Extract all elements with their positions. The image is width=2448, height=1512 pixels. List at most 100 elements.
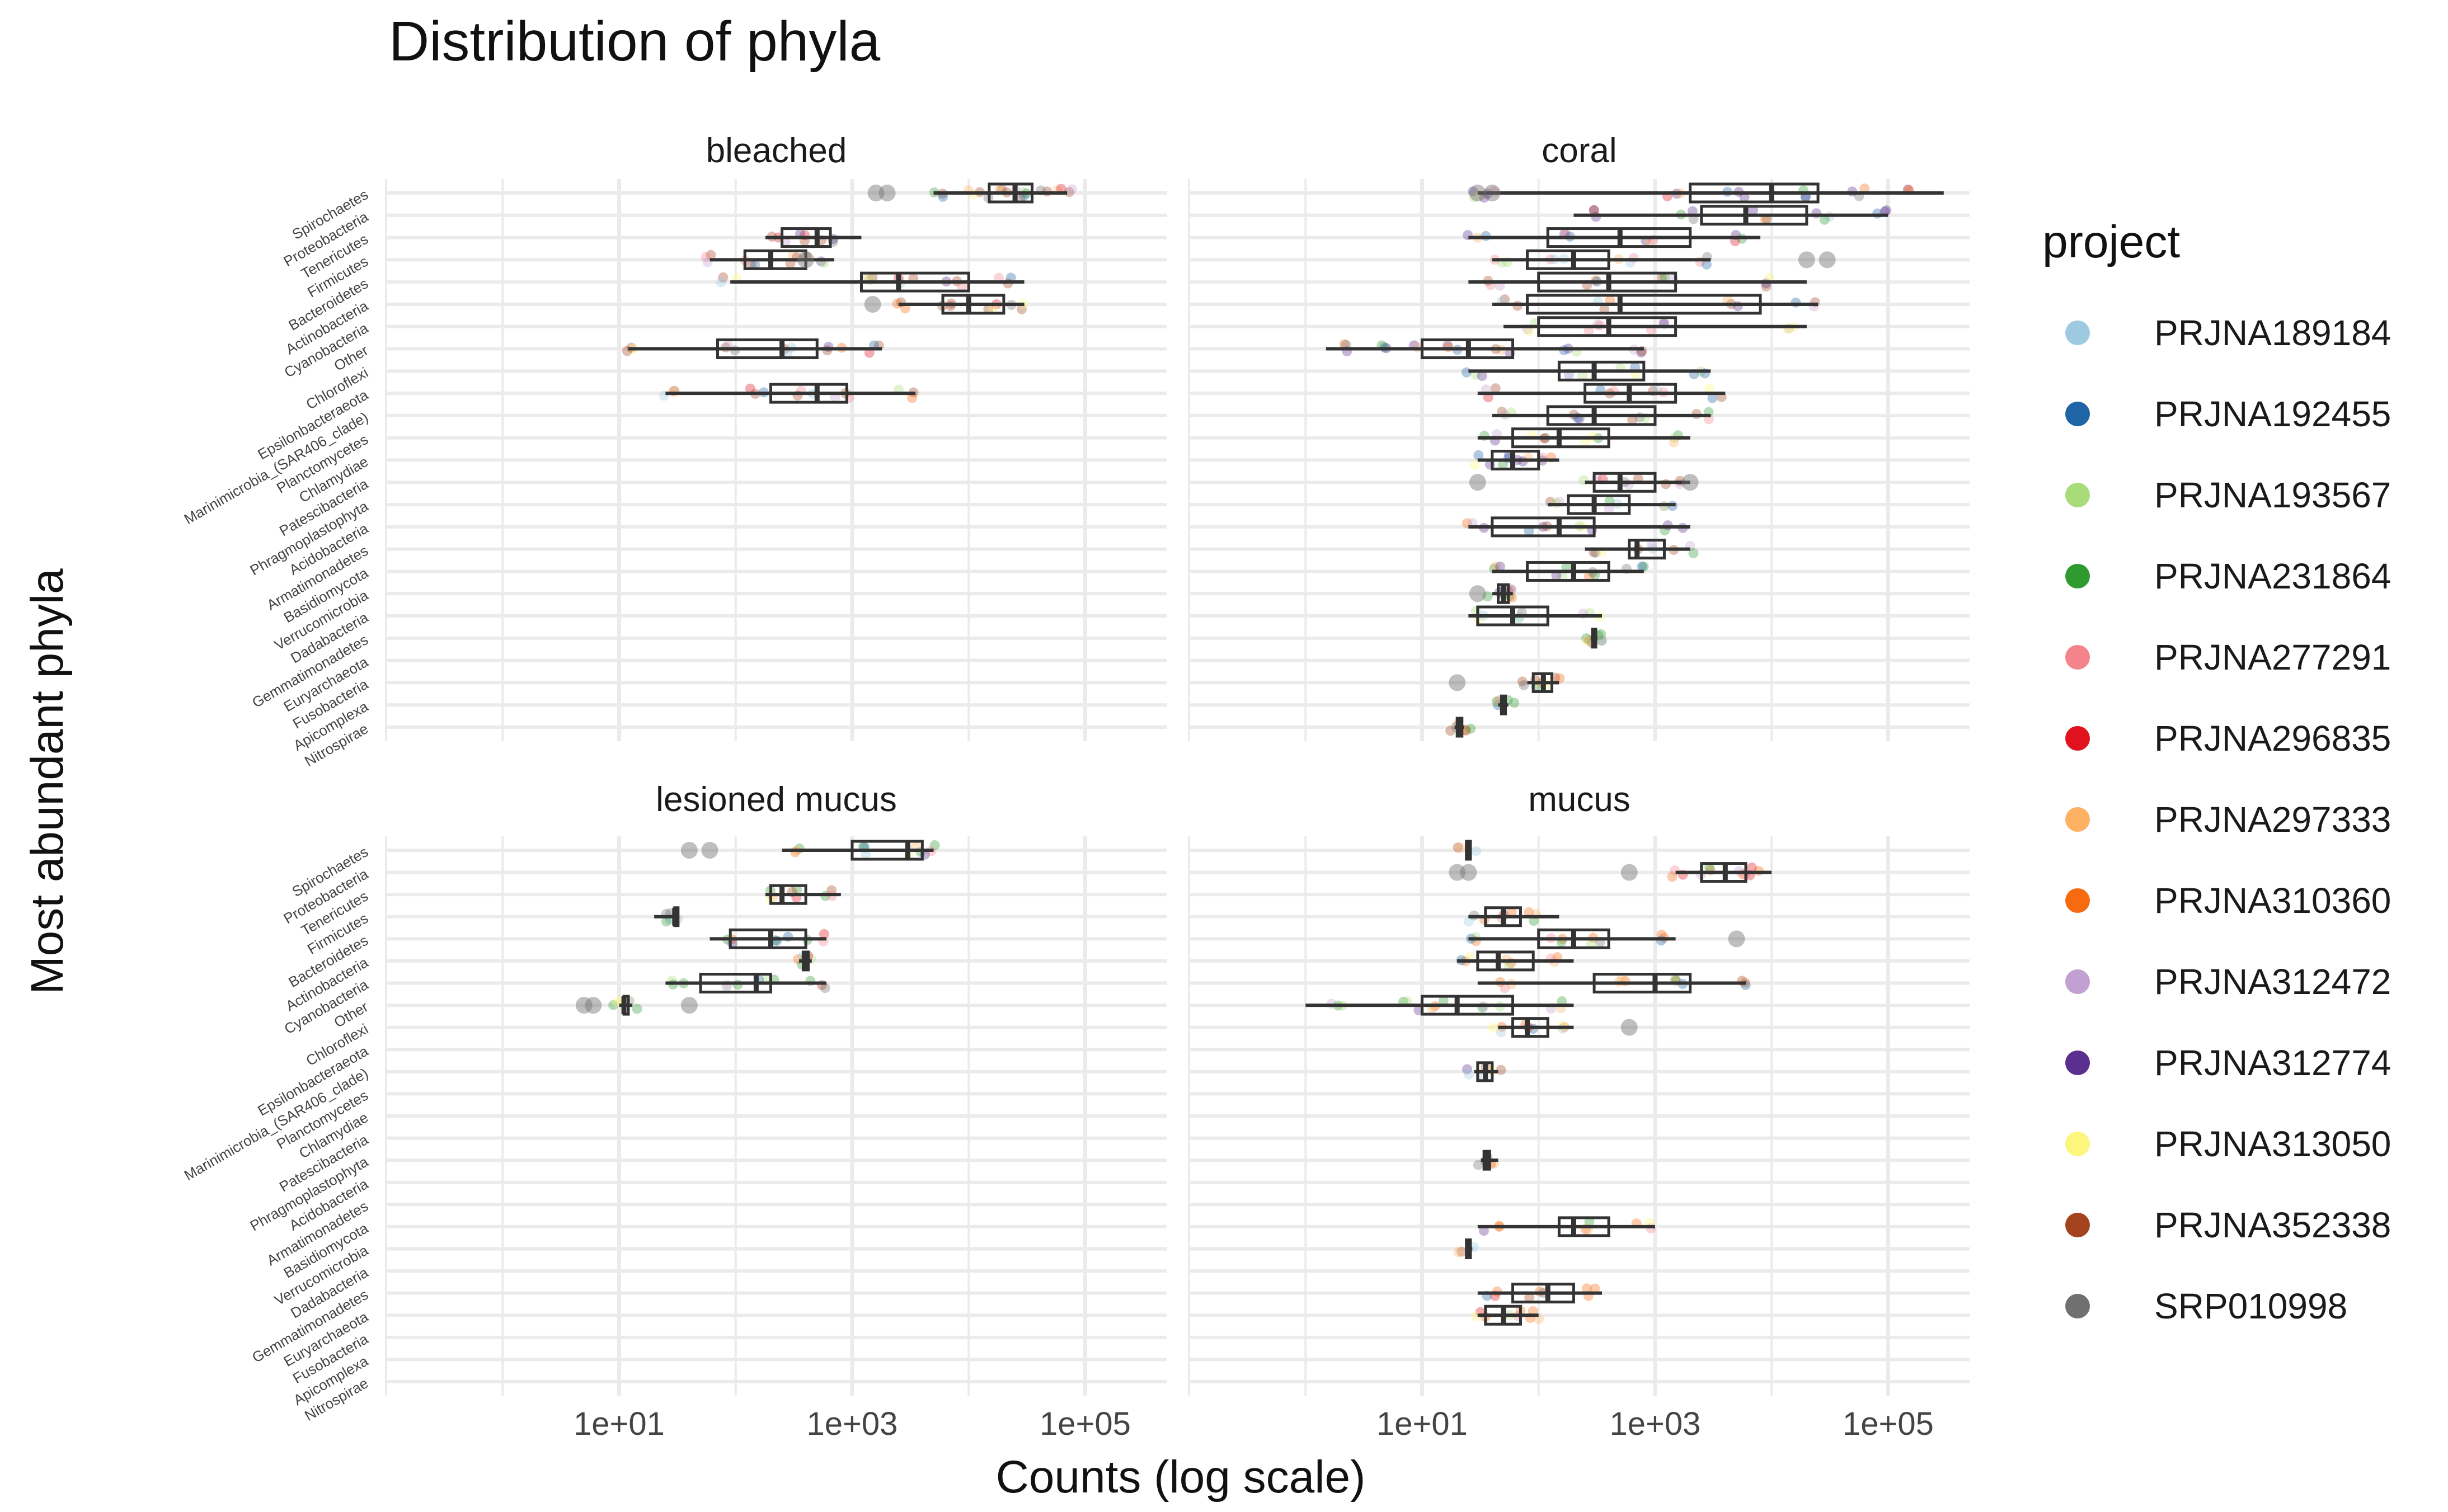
- box: [1592, 472, 1657, 493]
- data-point: [1482, 591, 1493, 602]
- box-Cyanobacteria: [1503, 316, 1807, 337]
- data-point: [1707, 393, 1718, 403]
- chart-title: Distribution of phyla: [389, 10, 881, 73]
- data-point: [1339, 339, 1350, 350]
- data-point: [983, 304, 994, 314]
- box: [1511, 1017, 1549, 1038]
- data-point: [1581, 633, 1592, 644]
- data-point: [1524, 326, 1534, 337]
- outlier-point: [797, 251, 815, 269]
- x-axis-label: Counts (log scale): [996, 1452, 1366, 1502]
- data-point: [1561, 562, 1572, 572]
- outlier-point: [575, 997, 593, 1014]
- data-point: [1596, 629, 1606, 639]
- data-point: [1473, 450, 1484, 460]
- box-Marinimicrobia_(SAR406_clade): [1462, 1061, 1506, 1082]
- data-point: [1581, 1283, 1592, 1294]
- legend-swatch: [2065, 564, 2090, 588]
- box-Bacteroidetes: [716, 271, 1025, 293]
- box: [1592, 973, 1692, 993]
- data-point: [1661, 479, 1671, 489]
- legend-title: project: [2042, 216, 2180, 267]
- panel-title: bleached: [706, 131, 847, 170]
- box-Chloroflexi: [1461, 360, 1711, 381]
- data-point: [867, 272, 878, 283]
- legend-label: PRJNA310360: [2154, 880, 2391, 921]
- data-point: [745, 383, 755, 394]
- box-Actinobacteria: [1492, 294, 1820, 315]
- box: [988, 182, 1034, 204]
- data-point: [1554, 673, 1565, 684]
- box-Armatimonadetes: [1585, 539, 1699, 560]
- legend-swatch: [2065, 483, 2090, 507]
- data-point: [1596, 635, 1607, 646]
- outlier-point: [1483, 185, 1501, 201]
- x-tick-label: 1e+01: [1376, 1406, 1468, 1442]
- data-point: [1590, 1283, 1600, 1294]
- box: [1628, 539, 1666, 560]
- data-point: [994, 272, 1004, 283]
- data-point: [1660, 272, 1670, 282]
- data-point: [819, 929, 829, 939]
- data-point: [1669, 437, 1679, 448]
- data-point: [1453, 1247, 1464, 1257]
- data-point: [1550, 498, 1561, 508]
- box-Other: [1326, 338, 1647, 360]
- legend-swatch: [2065, 1294, 2090, 1318]
- box: [1689, 182, 1820, 204]
- data-point: [1517, 676, 1528, 687]
- outlier-point: [1469, 474, 1486, 491]
- box: [729, 928, 807, 949]
- outlier-point: [864, 295, 881, 313]
- box-Spirochaetes: [1453, 840, 1482, 861]
- data-point: [1453, 842, 1463, 853]
- legend-label: PRJNA296835: [2154, 718, 2391, 759]
- data-point: [1577, 371, 1588, 381]
- box-Firmicutes: [701, 249, 834, 270]
- data-point: [1748, 205, 1759, 215]
- box: [1420, 995, 1515, 1016]
- data-point: [1791, 297, 1801, 308]
- data-point: [1582, 635, 1592, 646]
- box-Proteobacteria: [1573, 205, 1892, 226]
- data-point: [716, 277, 726, 288]
- outlier-point: [1819, 251, 1836, 269]
- facet-panels: bleachedSpirochaetesProteobacteriaTeneri…: [181, 131, 1970, 1442]
- data-point: [1589, 205, 1599, 215]
- box-Tenericutes: [765, 884, 841, 905]
- box-Bacteroidetes: [1465, 928, 1745, 949]
- data-point: [892, 298, 903, 309]
- data-point: [907, 393, 918, 403]
- box-Gemmatimonadetes: [1581, 628, 1607, 649]
- box: [769, 383, 848, 404]
- outlier-point: [867, 185, 885, 201]
- data-point: [1477, 370, 1487, 381]
- box-Fusobacteria: [1449, 672, 1565, 693]
- data-point: [1584, 571, 1594, 582]
- box-Bacteroidetes: [1468, 271, 1807, 293]
- panel-bleached: bleachedSpirochaetesProteobacteriaTeneri…: [181, 131, 1167, 770]
- box: [769, 884, 807, 905]
- box-Actinobacteria: [1456, 950, 1574, 972]
- panel-title: lesioned mucus: [656, 780, 897, 819]
- data-point: [1688, 548, 1699, 559]
- box: [1526, 294, 1762, 315]
- legend-label: PRJNA193567: [2154, 475, 2391, 515]
- box-Other: [622, 338, 884, 360]
- data-point: [1500, 983, 1510, 993]
- outlier-point: [1469, 185, 1486, 201]
- legend-label: PRJNA313050: [2154, 1124, 2391, 1164]
- data-point: [1469, 192, 1479, 202]
- x-tick-label: 1e+05: [1843, 1406, 1934, 1442]
- box: [859, 271, 970, 293]
- legend-label: PRJNA189184: [2154, 313, 2391, 353]
- data-point: [1495, 561, 1506, 572]
- box-Euryarchaeota: [1470, 1304, 1544, 1326]
- box-Basidiomycota: [1489, 560, 1649, 582]
- data-point: [1746, 862, 1757, 873]
- data-point: [1627, 414, 1638, 425]
- data-point: [1524, 1292, 1535, 1303]
- outlier-point: [1620, 1019, 1638, 1036]
- legend-label: SRP010998: [2154, 1286, 2347, 1326]
